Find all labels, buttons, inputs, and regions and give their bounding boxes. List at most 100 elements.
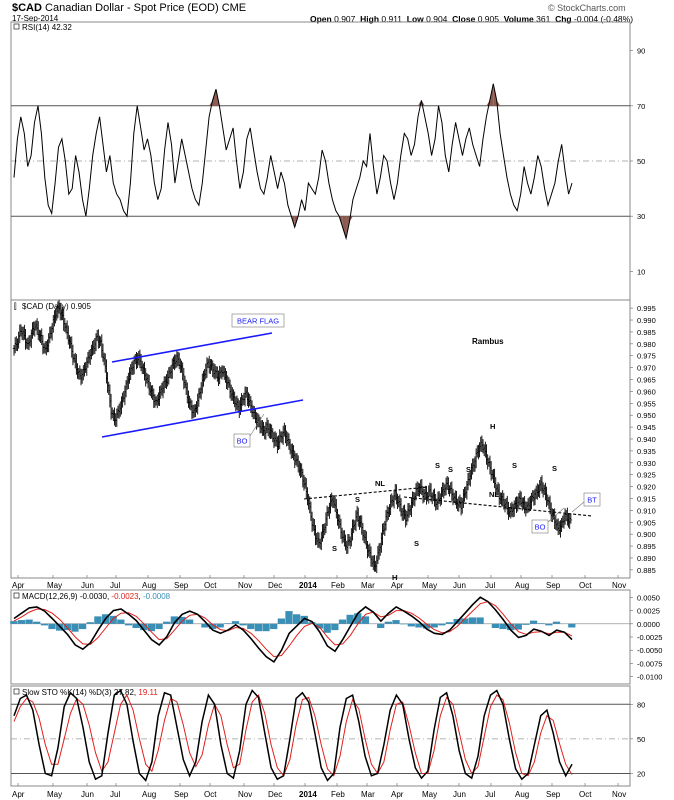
price-ytick-label: 0.905 [637, 518, 656, 527]
low-value: 0.904 [426, 14, 448, 24]
price-ytick-label: 0.960 [637, 387, 656, 396]
xtick-label: Sep [174, 790, 189, 799]
xtick-label: Jul [485, 581, 495, 590]
macd-histogram-bar [163, 621, 171, 624]
macd-histogram-bar [552, 621, 561, 624]
xtick-label: Oct [204, 581, 217, 590]
nl-label-1: NL [375, 479, 385, 488]
macd-legend-text: MACD(12,26,9) -0.0030, -0.0023, -0.0008 [22, 592, 171, 601]
price-legend-icon: ⫿ [14, 302, 17, 311]
chg-value: -0.004 (-0.48%) [573, 14, 634, 24]
macd-histogram-bar [178, 616, 186, 624]
breakout-label-2-box [531, 519, 549, 534]
x-axis-layer: Apr May Jun Jul Aug Sep Oct Nov Dec 2014 Feb Mar Apr… [12, 575, 626, 799]
rsi-ytick-label: 90 [637, 47, 645, 56]
backtest-label: BT [587, 496, 597, 505]
macd-histogram-bar [10, 621, 18, 624]
price-ytick-label: 0.910 [637, 506, 656, 515]
xtick-label: Jun [81, 790, 94, 799]
stoch-legend: Slow STO %K(14) %D(3) 27.82, 19.11 [13, 688, 158, 697]
macd-layer [10, 596, 576, 664]
price-ytick-label: 0.975 [637, 352, 656, 361]
xtick-label: Sep [546, 790, 561, 799]
price-ytick-label: 0.945 [637, 423, 656, 432]
price-ytick-label: 0.900 [637, 530, 656, 539]
xtick-label: Dec [268, 790, 282, 799]
macd-histogram-bar [346, 614, 354, 624]
macd-histogram-bar [568, 623, 576, 628]
xtick-label: May [47, 790, 62, 799]
macd-histogram-bar [491, 623, 500, 629]
macd-histogram-bar [48, 623, 56, 630]
neckline-left [303, 486, 429, 500]
macd-histogram-bar [216, 623, 224, 628]
macd-histogram-bar [224, 623, 232, 624]
price-ytick-label: 0.885 [637, 566, 656, 575]
macd-histogram-bar [499, 623, 507, 630]
macd-legend-signal: -0.0023 [111, 592, 139, 601]
macd-histogram-bar [155, 623, 163, 630]
volume-value: 361 [536, 14, 551, 24]
xtick-label: Oct [579, 581, 592, 590]
xtick-label: Nov [238, 790, 252, 799]
macd-histogram-bar [407, 623, 415, 627]
xtick-label: Oct [579, 790, 592, 799]
xtick-label: Apr [12, 581, 25, 590]
macd-histogram-bar [392, 620, 400, 624]
stoch-ytick-label: 80 [637, 700, 645, 709]
stoch-legend-d: 19.11 [138, 688, 158, 697]
xtick-label: Aug [142, 581, 156, 590]
macd-histogram-bar [277, 618, 285, 624]
xtick-label: Jun [453, 581, 466, 590]
stoch-layer [13, 689, 573, 782]
macd-histogram-bar [445, 622, 454, 624]
xtick-label: Aug [515, 581, 529, 590]
stoch-legend-swatch [13, 688, 20, 695]
xtick-label: Nov [612, 581, 626, 590]
shoulder-label-3: S [435, 461, 440, 470]
macd-histogram-bar [537, 623, 545, 624]
macd-histogram-bar [438, 623, 446, 626]
right-shoulder-label: S [355, 495, 360, 504]
macd-histogram-bar [132, 623, 140, 629]
macd-histogram-bar [78, 623, 87, 630]
bear-flag-lower-line [101, 399, 304, 438]
macd-ytick-label: -0.0100 [637, 673, 662, 682]
shoulder-label-4: S [448, 465, 453, 474]
breakout-pointer-1 [249, 413, 265, 437]
macd-histogram-bar [293, 614, 301, 624]
backtest-pointer [571, 501, 585, 513]
macd-histogram-bar [247, 623, 255, 630]
quote-summary: Open 0.907 High 0.911 Low 0.904 Close 0.… [310, 14, 633, 24]
macd-histogram-bar [140, 623, 148, 631]
xtick-label: Jul [110, 790, 120, 799]
xtick-label: Dec [268, 581, 282, 590]
macd-legend: MACD(12,26,9) -0.0030, -0.0023, -0.0008 [13, 592, 171, 601]
macd-signal-line [13, 601, 573, 658]
macd-histogram-bar [384, 621, 392, 624]
macd-histogram-bar [430, 623, 438, 628]
bear-flag-label: BEAR FLAG [237, 317, 279, 326]
stoch-legend-k: 27.82 [114, 688, 135, 697]
macd-histogram-bar [254, 623, 263, 632]
xtick-label: Feb [331, 790, 345, 799]
price-ytick-label: 0.950 [637, 411, 656, 420]
stoch-d-line [13, 694, 573, 777]
macd-histogram-bar [461, 618, 469, 624]
breakout-label-1: BO [237, 437, 248, 446]
rsi-legend-swatch [13, 23, 20, 30]
xtick-label: Sep [174, 581, 189, 590]
rsi-oversold-fill [342, 216, 347, 239]
price-ytick-label: 0.995 [637, 304, 656, 313]
xtick-label: Feb [331, 581, 345, 590]
rsi-layer [13, 83, 573, 241]
macd-histogram-bar [377, 623, 385, 629]
symbol: $CAD [12, 2, 42, 14]
xtick-label: Jun [453, 790, 466, 799]
neckline-right [403, 496, 593, 517]
xtick-label: Nov [238, 581, 252, 590]
xtick-label: Apr [12, 790, 25, 799]
price-legend: ⫿ $CAD (Daily) 0.905 [14, 302, 91, 311]
macd-histogram-bar [33, 621, 41, 624]
rsi-legend: RSI(14) 42.32 [13, 23, 72, 32]
